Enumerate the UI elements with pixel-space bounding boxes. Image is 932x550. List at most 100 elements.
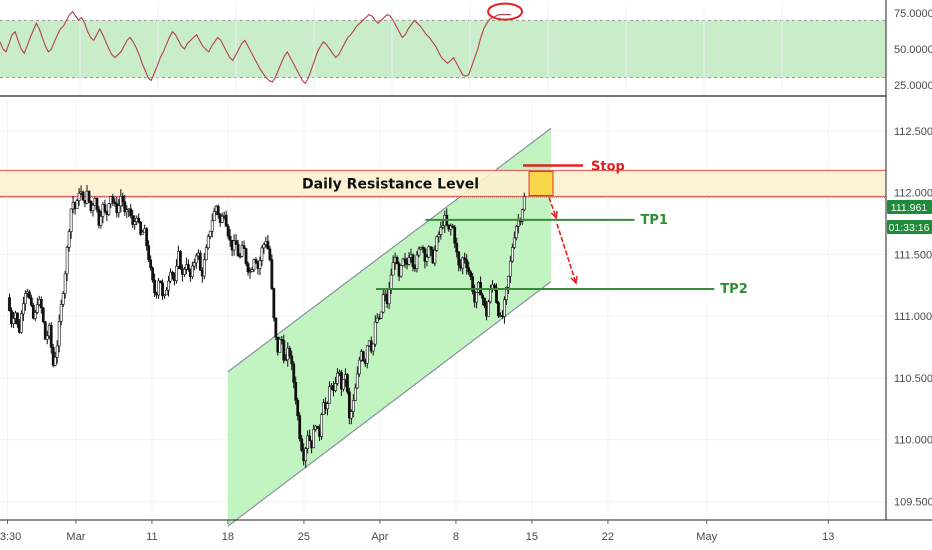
candle-body	[262, 244, 266, 249]
candle-body	[23, 293, 27, 305]
candle-body	[65, 247, 69, 275]
price-tick-label: 110.000	[894, 435, 932, 447]
candle-body	[514, 226, 518, 239]
candle-body	[415, 254, 419, 269]
candle-body	[51, 347, 55, 366]
candle-body	[81, 191, 85, 201]
candle-body	[425, 256, 429, 262]
candle-body	[379, 311, 383, 319]
candle-body	[212, 211, 216, 222]
candle-body	[169, 271, 172, 282]
candle-body	[320, 414, 323, 437]
candle-body	[149, 259, 153, 269]
candle-body	[194, 255, 198, 264]
candle-body	[308, 435, 312, 441]
candle-body	[294, 382, 298, 401]
candle-body	[411, 254, 415, 268]
resistance-zone	[0, 170, 886, 197]
candle-body	[461, 257, 465, 269]
candle-body	[306, 435, 310, 450]
time-tick-label: 18	[222, 531, 234, 543]
candle-body	[497, 302, 500, 317]
candle-body	[505, 287, 508, 301]
candle-body	[145, 228, 149, 247]
candle-body	[439, 227, 443, 235]
candle-body	[328, 386, 331, 404]
time-tick-label: 15	[526, 531, 538, 543]
candle-body	[157, 280, 160, 296]
tp2-label: TP2	[720, 282, 747, 297]
candle-body	[252, 259, 256, 271]
candle-body	[254, 259, 258, 264]
candle-body	[35, 304, 39, 313]
time-tick-label: 25	[298, 531, 310, 543]
bar-countdown: 01:33:16	[889, 222, 930, 234]
candle-body	[41, 307, 45, 322]
candle-body	[266, 241, 270, 250]
candle-body	[53, 356, 57, 366]
candle-body	[131, 215, 135, 225]
candle-body	[67, 231, 71, 248]
candle-body	[512, 237, 516, 248]
projection-arrows	[548, 197, 578, 285]
time-tick-label: Mar	[66, 531, 85, 543]
candle-body	[45, 335, 49, 340]
arrow-head	[550, 210, 558, 220]
price-tick-label: 112.500	[894, 126, 932, 138]
candle-body	[117, 205, 121, 213]
candle-body	[449, 225, 453, 230]
candle-body	[455, 243, 459, 253]
time-axis[interactable]: 13:30 Mar 11 18 25 Apr 8 15 22 May 13	[0, 520, 834, 543]
candle-body	[123, 201, 127, 213]
candle-body	[151, 267, 155, 281]
candle-body	[429, 246, 433, 251]
candle-body	[475, 292, 478, 303]
price-axis[interactable]: 112.500 112.000 111.500 111.000 110.500 110.0…	[894, 126, 932, 509]
candle-body	[111, 196, 115, 203]
candle-body	[29, 297, 33, 306]
candle-body	[232, 240, 236, 251]
candle-body	[284, 359, 288, 362]
candle-body	[147, 245, 151, 261]
candle-body	[391, 262, 395, 276]
candle-body	[278, 339, 282, 353]
candle-body	[471, 276, 475, 292]
candle-body	[91, 204, 95, 211]
tp1-label: TP1	[641, 213, 668, 228]
candle-body	[99, 216, 103, 226]
time-tick-label: 11	[146, 531, 157, 543]
candle-body	[107, 203, 111, 215]
candle-body	[298, 415, 302, 440]
candle-body	[334, 383, 337, 391]
candle-body	[453, 226, 457, 244]
candle-body	[353, 387, 357, 401]
candle-body	[204, 247, 208, 261]
candle-body	[296, 400, 300, 416]
candle-body	[161, 282, 164, 297]
candle-body	[355, 373, 359, 389]
candle-body	[483, 297, 486, 307]
arrow-head	[570, 275, 578, 285]
candle-body	[387, 288, 391, 305]
candle-body	[121, 196, 125, 202]
candle-body	[336, 372, 339, 384]
candle-body	[69, 208, 73, 232]
oscillator-highlight-circle	[487, 2, 524, 21]
candle-body	[427, 246, 431, 258]
candle-body	[246, 263, 250, 273]
candle-body	[389, 274, 393, 289]
candle-body	[495, 287, 498, 303]
time-tick-label: 13:30	[0, 531, 21, 543]
oscillator-tick-label: 75.0000	[894, 8, 932, 20]
candle-body	[463, 257, 467, 261]
candle-body	[63, 273, 67, 294]
candle-body	[465, 259, 469, 268]
candle-body	[228, 235, 232, 241]
candle-body	[522, 196, 526, 211]
candle-body	[198, 252, 202, 271]
candle-body	[503, 299, 506, 317]
candle-body	[39, 299, 43, 309]
candle-body	[467, 267, 471, 273]
candle-body	[508, 260, 512, 277]
